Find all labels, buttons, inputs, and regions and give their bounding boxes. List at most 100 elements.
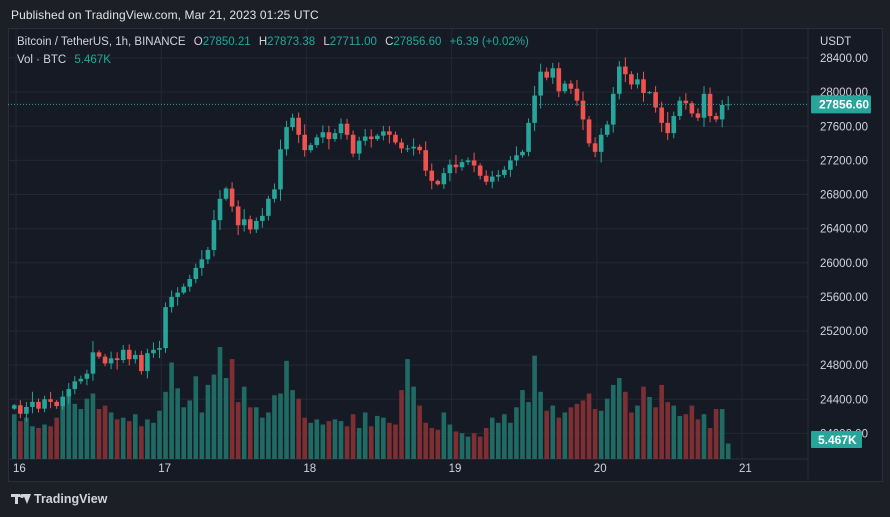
candle-body [241,219,247,226]
candle-body [284,127,289,150]
volume-bar [598,410,604,459]
candle-body [145,353,150,372]
candle-body [314,137,320,146]
volume-bar [126,421,132,459]
candle-body [66,389,72,397]
volume-bar [429,427,435,459]
volume-bar [272,395,277,459]
volume-bar [18,421,23,459]
candle-body [211,220,217,250]
candle-body [707,93,713,117]
volume-bar [296,398,301,459]
candle-body [447,164,453,174]
volume-bar [405,359,410,459]
volume-bar [284,360,289,459]
candle-body [677,100,683,117]
candle-body [229,188,235,207]
volume-bar [96,409,102,459]
y-tick-label: 26000.00 [820,258,868,270]
candle-body [90,352,96,374]
candle-body [114,358,120,361]
candle-body [108,358,114,364]
candle-body [350,134,356,154]
high-value: 27873.38 [267,36,315,48]
candle-body [78,378,84,382]
candle-body [477,165,483,176]
volume-bar [586,393,592,459]
volume-bar [169,362,174,459]
legend-line: Bitcoin / TetherUS, 1h, BINANCE O27850.2… [17,36,529,48]
axis-currency: USDT [820,36,851,48]
volume-bar [695,419,701,459]
volume-bar [375,415,380,459]
volume-bar [120,417,126,459]
volume-bar [78,409,84,459]
volume-bar [641,386,646,459]
candle-body [30,401,35,407]
candle-body [532,95,537,123]
volume-bar [465,436,471,459]
volume-bar [175,388,180,459]
chart-frame[interactable] [8,28,883,482]
volume-bar [489,417,495,459]
volume-bar [653,407,658,459]
candle-body [48,399,53,402]
volume-bar [278,393,283,459]
y-tick-label: 26400.00 [820,224,868,236]
volume-bar [629,412,634,459]
volume-bar [568,407,574,459]
volume-bar [362,412,368,459]
volume-bar [447,424,453,459]
candle-body [368,136,374,140]
y-tick-label: 27600.00 [820,121,868,133]
candle-body [72,381,78,390]
candle-body [338,123,344,134]
candle-body [483,175,489,182]
volume-bar [423,422,428,459]
candle-body [659,107,664,123]
candle-body [308,145,314,151]
x-axis-labels: 16 17 18 19 20 21 [13,463,752,475]
volume-bar [617,378,622,459]
change-value: +6.39 (+0.02%) [450,36,529,48]
volume-bar [538,391,543,459]
volume-bar [671,405,677,459]
candle-body [296,117,301,135]
candle-body [320,132,326,138]
candle-body [635,79,640,85]
volume-bar [417,405,422,459]
volume-bar [496,422,501,459]
candle-body [54,401,59,407]
candle-body [247,219,253,230]
volume-bar [665,402,670,459]
candle-body [302,134,307,151]
tradingview-logo-icon [11,494,31,504]
volume-bar [514,407,519,459]
candle-body [435,180,441,185]
y-tick-label: 25200.00 [820,326,868,338]
candle-body [205,249,211,260]
candle-body [683,100,689,104]
candle-body [502,169,507,175]
candle-body [647,92,652,94]
volume-bar [254,407,259,459]
published-text: Published on TradingView.com, Mar 21, 20… [11,8,319,22]
candle-body [459,162,465,168]
volume-bar [241,386,247,459]
volume-bar [574,403,580,459]
volume-bar [604,398,610,459]
candle-body [508,160,513,170]
candle-body [713,116,719,120]
candle-body [102,356,108,364]
candle-body [399,142,404,149]
candle-body [514,155,519,161]
candle-body [139,354,144,372]
volume-bar [508,422,513,459]
tradingview-logo[interactable]: TradingView [11,492,107,506]
volume-bar [719,409,725,459]
volume-bar [163,391,168,459]
volume-bar [623,391,628,459]
volume-bar [302,417,307,459]
volume-bar [338,421,344,459]
